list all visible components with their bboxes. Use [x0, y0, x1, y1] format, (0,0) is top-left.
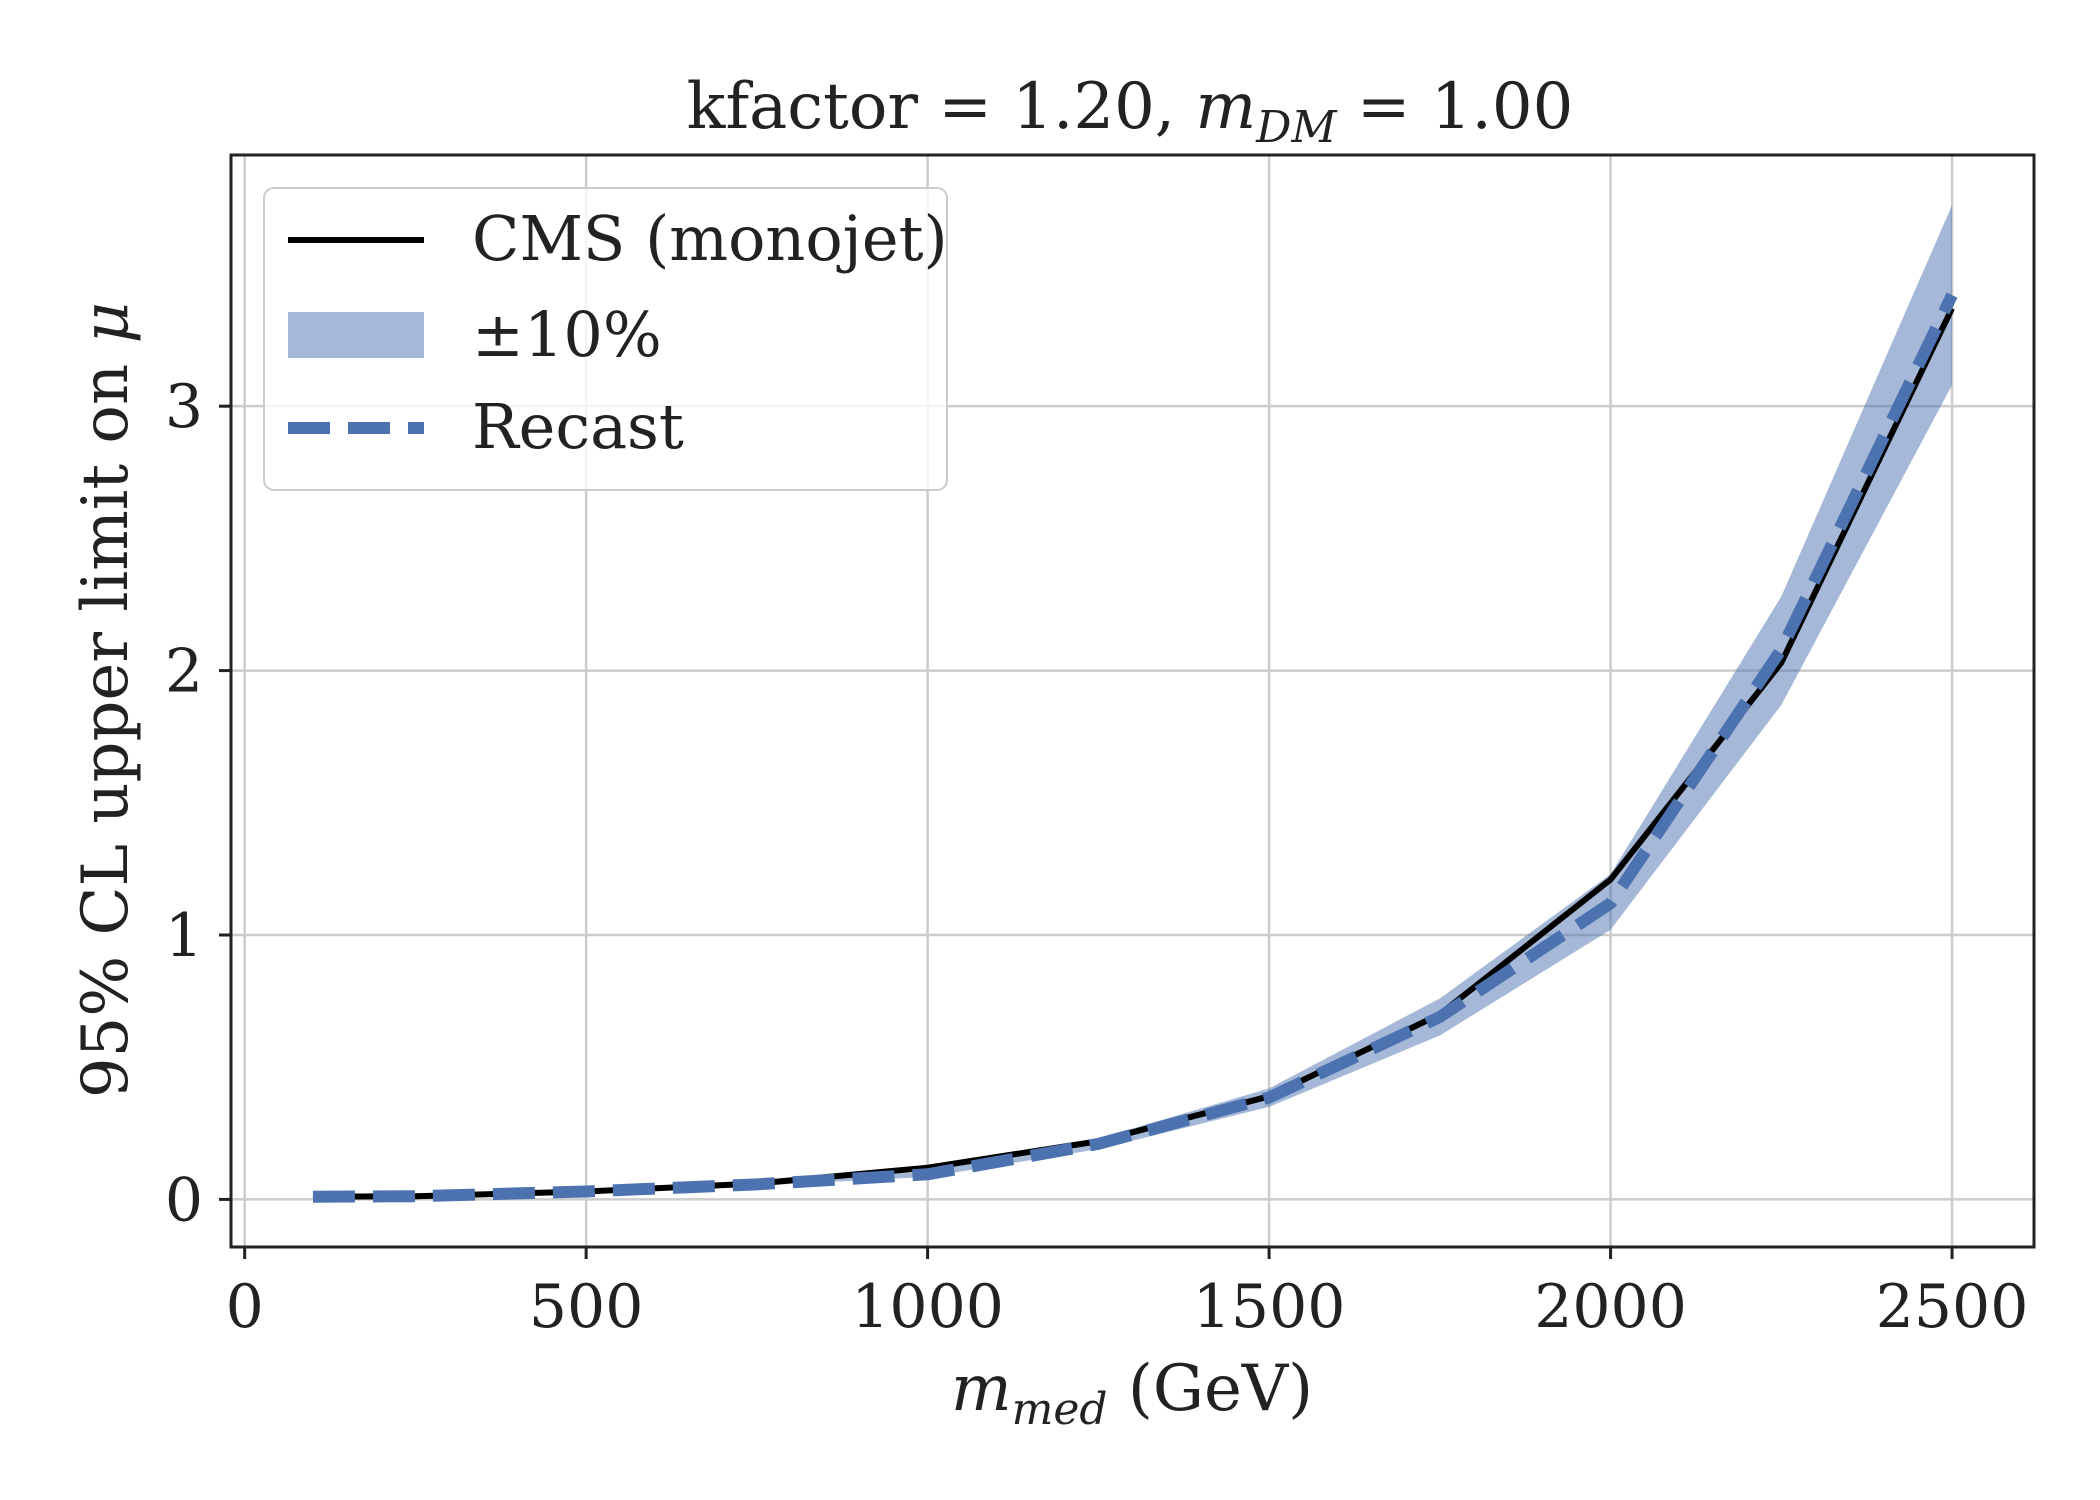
- x-tick-label-3: 1500: [1193, 1272, 1346, 1342]
- x-axis-ticks: 0 500 1000 1500 2000 2500: [226, 1247, 2029, 1342]
- chart-title: kfactor = 1.20, mDM = 1.00: [687, 70, 1574, 153]
- legend: CMS (monojet) ±10% Recast: [263, 187, 948, 491]
- x-tick-label-5: 2500: [1876, 1272, 2029, 1342]
- x-tick-label-2: 1000: [851, 1272, 1004, 1342]
- x-axis-label: mmed (GeV): [951, 1352, 1313, 1435]
- legend-box: [263, 187, 948, 491]
- x-tick-label-4: 2000: [1534, 1272, 1687, 1342]
- legend-label-band: ±10%: [472, 298, 662, 371]
- plot-frame: [229, 153, 2036, 1249]
- legend-label-recast: Recast: [472, 390, 684, 463]
- y-tick-label-2: 2: [165, 637, 203, 707]
- x-tick-label-0: 0: [226, 1272, 264, 1342]
- x-tick-label-1: 500: [529, 1272, 644, 1342]
- legend-swatch-band: [288, 312, 424, 358]
- y-axis-label: 95% CL upper limit on μ: [69, 302, 143, 1098]
- legend-label-cms: CMS (monojet): [472, 202, 948, 275]
- y-axis-ticks: 0 1 2 3: [165, 372, 231, 1235]
- y-tick-label-3: 3: [165, 372, 203, 442]
- recast-line-layer: [312, 292, 1958, 1203]
- y-tick-label-0: 0: [165, 1165, 203, 1235]
- y-tick-label-1: 1: [165, 901, 203, 971]
- recast-line: [312, 292, 1958, 1203]
